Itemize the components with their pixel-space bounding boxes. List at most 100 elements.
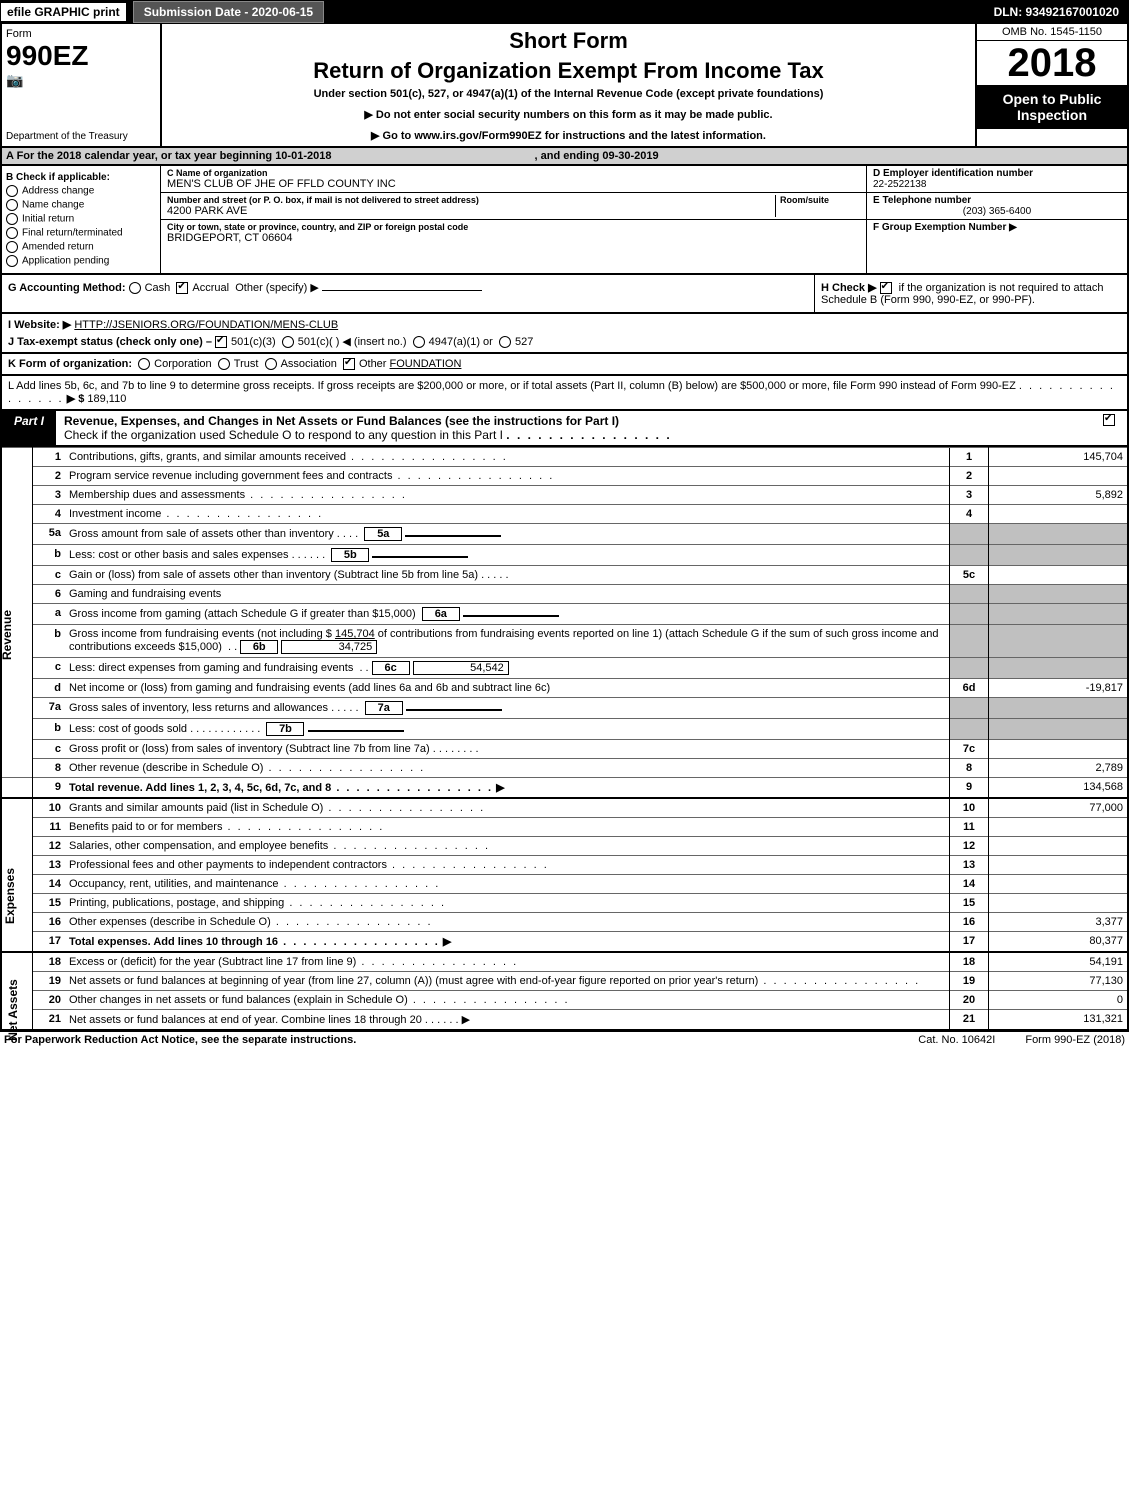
cb-address-change[interactable]: Address change [6,185,156,197]
k-assoc-radio[interactable] [265,358,277,370]
line-7c-desc: Gross profit or (loss) from sales of inv… [65,740,950,759]
tax-year: 2018 [977,41,1127,85]
line-6d-box: 6d [950,679,989,698]
line-1-num: 1 [33,448,66,467]
org-name: MEN'S CLUB OF JHE OF FFLD COUNTY INC [167,178,860,190]
h-schedule-b: H Check ▶ if the organization is not req… [814,275,1127,312]
line-6b-val-gray [989,625,1129,658]
line-5a-num: 5a [33,524,66,545]
k-trust-radio[interactable] [218,358,230,370]
j-4947-label: 4947(a)(1) or [429,336,493,348]
line-12-box: 12 [950,837,989,856]
j-501c-radio[interactable] [282,336,294,348]
ij-block: I Website: ▶ HTTP://JSENIORS.ORG/FOUNDAT… [0,314,1129,354]
line-8-val: 2,789 [989,759,1129,778]
dept-treasury: Department of the Treasury [6,131,128,142]
col-c-org-details: C Name of organization MEN'S CLUB OF JHE… [161,166,867,273]
line-15-val [989,894,1129,913]
efile-print-button[interactable]: efile GRAPHIC print [0,2,127,22]
line-6-num: 6 [33,585,66,604]
line-18-num: 18 [33,952,66,972]
line-7b-val-gray [989,719,1129,740]
line-4-val [989,505,1129,524]
col-b-heading: B Check if applicable: [6,172,156,183]
street-address: 4200 PARK AVE [167,205,775,217]
line-1-val: 145,704 [989,448,1129,467]
group-exemption-label: F Group Exemption Number ▶ [873,222,1121,233]
line-12-val [989,837,1129,856]
line-21-num: 21 [33,1010,66,1031]
l-block: L Add lines 5b, 6c, and 7b to line 9 to … [0,376,1129,411]
cb-initial-return[interactable]: Initial return [6,213,156,225]
g-accrual-checkbox[interactable] [176,282,188,294]
line-8-desc: Other revenue (describe in Schedule O) [65,759,950,778]
line-3-val: 5,892 [989,486,1129,505]
line-2-num: 2 [33,467,66,486]
line-10-val: 77,000 [989,798,1129,818]
row-a-tax-year: A For the 2018 calendar year, or tax yea… [0,148,1129,166]
h-checkbox[interactable] [880,282,892,294]
cb-application-pending[interactable]: Application pending [6,255,156,267]
row-a-right: , and ending 09-30-2019 [535,150,659,162]
omb-number: OMB No. 1545-1150 [977,24,1127,41]
line-1-box: 1 [950,448,989,467]
cb-amended-return[interactable]: Amended return [6,241,156,253]
j-4947-radio[interactable] [413,336,425,348]
row-a-left: A For the 2018 calendar year, or tax yea… [6,150,331,162]
line-6c-ibox: 6c [372,661,410,675]
footer-form-ref: Form 990-EZ (2018) [1025,1034,1125,1046]
phone-value: (203) 365-6400 [873,206,1121,217]
j-527-radio[interactable] [499,336,511,348]
line-10-box: 10 [950,798,989,818]
line-11-num: 11 [33,818,66,837]
k-corp-radio[interactable] [138,358,150,370]
ein-label: D Employer identification number [873,168,1121,179]
line-7a-box-gray [950,698,989,719]
l-text: L Add lines 5b, 6c, and 7b to line 9 to … [8,380,1016,392]
expenses-side-label: Expenses [1,798,33,952]
line-15-box: 15 [950,894,989,913]
form-number: 990EZ [6,40,156,72]
line-17-val: 80,377 [989,932,1129,953]
header-center: Short Form Return of Organization Exempt… [162,24,975,146]
line-3-num: 3 [33,486,66,505]
line-19-desc: Net assets or fund balances at beginning… [65,972,950,991]
k-other-checkbox[interactable] [343,358,355,370]
line-12-desc: Salaries, other compensation, and employ… [65,837,950,856]
name-label: C Name of organization [167,168,860,178]
line-3-box: 3 [950,486,989,505]
line-9-desc: Total revenue. Add lines 1, 2, 3, 4, 5c,… [65,778,950,799]
line-6a-val-gray [989,604,1129,625]
g-other-input[interactable] [322,290,482,291]
line-9-num: 9 [33,778,66,799]
line-6-desc: Gaming and fundraising events [65,585,950,604]
j-501c-label: 501(c)( ) ◀ (insert no.) [298,336,407,348]
line-19-num: 19 [33,972,66,991]
cb-final-return[interactable]: Final return/terminated [6,227,156,239]
g-label: G Accounting Method: [8,282,126,294]
part1-label: Part I [2,411,56,445]
website-link[interactable]: HTTP://JSENIORS.ORG/FOUNDATION/MENS-CLUB [74,319,338,331]
header-right: OMB No. 1545-1150 2018 Open to Public In… [975,24,1127,146]
line-16-val: 3,377 [989,913,1129,932]
line-7a-desc: Gross sales of inventory, less returns a… [65,698,950,719]
line-18-desc: Excess or (deficit) for the year (Subtra… [65,952,950,972]
line-13-val [989,856,1129,875]
g-accrual-label: Accrual [192,282,229,294]
submission-date-button[interactable]: Submission Date - 2020-06-15 [133,1,324,23]
cb-name-change[interactable]: Name change [6,199,156,211]
line-6b-box-gray [950,625,989,658]
g-cash-radio[interactable] [129,282,141,294]
k-other-value: FOUNDATION [390,358,462,370]
j-501c3-checkbox[interactable] [215,336,227,348]
line-4-box: 4 [950,505,989,524]
line-6c-val-gray [989,658,1129,679]
goto-instruction: ▶ Go to www.irs.gov/Form990EZ for instru… [168,129,969,142]
line-7b-num: b [33,719,66,740]
form-header: Form 990EZ 📷 Department of the Treasury … [0,24,1129,148]
line-7b-desc: Less: cost of goods sold . . . . . . . .… [65,719,950,740]
org-info-block: B Check if applicable: Address change Na… [0,166,1129,275]
line-7c-val [989,740,1129,759]
part1-checkbox[interactable] [1103,414,1115,426]
line-2-box: 2 [950,467,989,486]
